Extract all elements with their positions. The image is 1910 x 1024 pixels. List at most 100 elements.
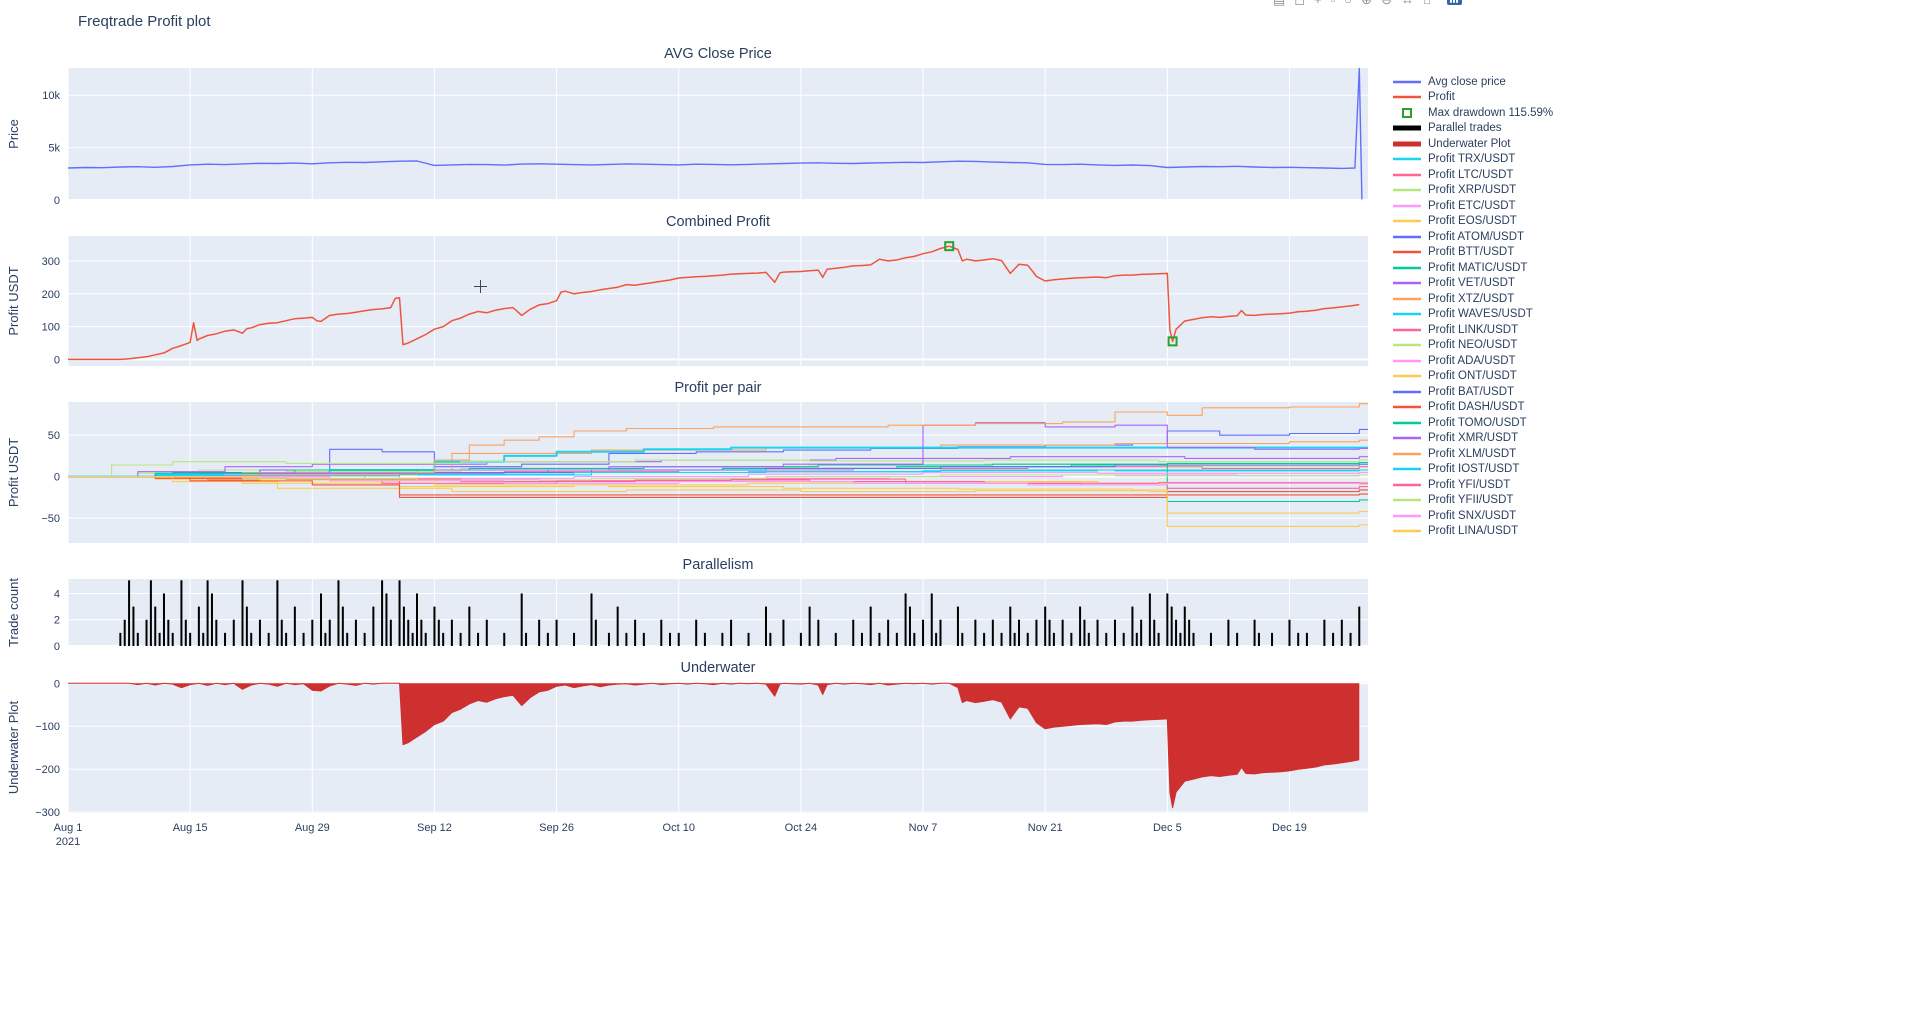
plotly-logo[interactable]	[1446, 0, 1462, 5]
trade-count-bar	[354, 619, 357, 646]
legend-item[interactable]: Profit LINK/USDT	[1392, 322, 1560, 338]
trade-count-bar	[241, 580, 244, 646]
subplot-underwater: Underwater 0 −100 −200 −300 Underwater Plot A…	[0, 660, 1390, 853]
legend-item[interactable]: Profit YFII/USDT	[1392, 493, 1560, 509]
legend-item[interactable]: Profit TOMO/USDT	[1392, 415, 1560, 431]
x-tick-label: Nov 7	[909, 822, 938, 834]
legend-label: Profit LTC/USDT	[1428, 168, 1514, 181]
trade-count-bar	[171, 632, 174, 646]
legend-label: Profit BAT/USDT	[1428, 385, 1515, 398]
combined-profit-canvas[interactable]: 0 100 200 300 Profit USDT	[0, 232, 1390, 374]
legend-label: Profit ATOM/USDT	[1428, 230, 1525, 243]
legend-swatch	[1393, 437, 1421, 440]
profit-per-pair-canvas[interactable]: −50 0 50 Profit USDT	[0, 398, 1390, 551]
legend-swatch	[1393, 141, 1421, 147]
legend-item[interactable]: Profit ADA/USDT	[1392, 353, 1560, 369]
legend-label: Profit XRP/USDT	[1428, 184, 1517, 197]
legend-item[interactable]: Parallel trades	[1392, 121, 1560, 137]
legend-item[interactable]: Profit IOST/USDT	[1392, 462, 1560, 478]
trade-count-bar	[1131, 606, 1134, 646]
trade-count-bar	[245, 606, 248, 646]
legend-item[interactable]: Profit LINA/USDT	[1392, 524, 1560, 540]
legend-item[interactable]: Profit SNX/USDT	[1392, 508, 1560, 524]
trade-count-bar	[189, 632, 192, 646]
legend-label: Profit BTT/USDT	[1428, 246, 1515, 259]
x-tick-label: Sep 26	[539, 822, 574, 834]
legend-item[interactable]: Profit ATOM/USDT	[1392, 229, 1560, 245]
legend-item[interactable]: Profit XLM/USDT	[1392, 446, 1560, 462]
trade-count-bar	[860, 632, 863, 646]
trade-count-bar	[202, 632, 205, 646]
legend-item[interactable]: Profit ONT/USDT	[1392, 369, 1560, 385]
trade-count-bar	[573, 632, 576, 646]
avg-close-price-canvas[interactable]: 0 5k 10k Price	[0, 64, 1390, 208]
trade-count-bar	[1271, 632, 1274, 646]
trade-count-bar	[293, 606, 296, 646]
trade-count-bar	[258, 619, 261, 646]
legend-item[interactable]: Underwater Plot	[1392, 136, 1560, 152]
trade-count-bar	[546, 632, 549, 646]
trade-count-bar	[834, 632, 837, 646]
underwater-area-fill	[68, 683, 1360, 808]
legend-item[interactable]: Profit VET/USDT	[1392, 276, 1560, 292]
zoom-icon[interactable]: ◻	[1293, 0, 1306, 7]
y-axis-title: Underwater Plot	[6, 701, 21, 795]
legend-swatch	[1402, 107, 1412, 118]
trade-count-bar	[1113, 619, 1116, 646]
legend-item[interactable]: Profit XRP/USDT	[1392, 183, 1560, 199]
box-select-icon[interactable]: ▫	[1330, 0, 1337, 7]
series-line	[68, 476, 1368, 484]
legend-item[interactable]: Profit BAT/USDT	[1392, 384, 1560, 400]
x-tick-label: Dec 19	[1272, 822, 1307, 834]
legend-label: Profit LINK/USDT	[1428, 323, 1519, 336]
legend-item[interactable]: Profit MATIC/USDT	[1392, 260, 1560, 276]
legend-item[interactable]: Profit XTZ/USDT	[1392, 291, 1560, 307]
legend-item[interactable]: Profit TRX/USDT	[1392, 152, 1560, 168]
zoom-in-icon[interactable]: ⊕	[1360, 0, 1373, 7]
legend-item[interactable]: Profit EOS/USDT	[1392, 214, 1560, 230]
series-line	[68, 476, 1368, 486]
y-axis-title: Trade count	[6, 578, 21, 647]
camera-icon[interactable]: ▤	[1272, 0, 1286, 7]
trade-count-bar	[128, 580, 131, 646]
autoscale-icon[interactable]: ↔	[1400, 0, 1415, 7]
legend-label: Max drawdown 115.59%	[1428, 106, 1554, 119]
trade-count-bar	[1061, 619, 1064, 646]
trade-count-bar	[184, 619, 187, 646]
pan-icon[interactable]: +	[1313, 0, 1323, 7]
legend-item[interactable]: Profit LTC/USDT	[1392, 167, 1560, 183]
legend-item[interactable]: Profit ETC/USDT	[1392, 198, 1560, 214]
trade-count-bar	[991, 619, 994, 646]
legend-swatch	[1393, 359, 1421, 362]
parallelism-canvas[interactable]: 0 2 4 Trade count	[0, 575, 1390, 654]
legend-item[interactable]: Profit YFI/USDT	[1392, 477, 1560, 493]
legend-swatch	[1393, 452, 1421, 455]
trade-count-bar	[1087, 632, 1090, 646]
trade-count-bar	[703, 632, 706, 646]
legend-item[interactable]: Profit XMR/USDT	[1392, 431, 1560, 447]
trade-count-bar	[799, 632, 802, 646]
trade-count-bar	[939, 619, 942, 646]
trade-count-bar	[215, 619, 218, 646]
legend-item[interactable]: Avg close price	[1392, 74, 1560, 90]
subplot-title: Combined Profit	[666, 214, 770, 230]
legend-swatch	[1393, 390, 1421, 393]
legend-item[interactable]: Profit NEO/USDT	[1392, 338, 1560, 354]
reset-axes-icon[interactable]: ⌂	[1422, 0, 1432, 7]
trade-count-bar	[956, 606, 959, 646]
underwater-canvas[interactable]: 0 −100 −200 −300 Underwater Plot Aug 1 2021 Aug…	[0, 678, 1390, 853]
trade-count-bar	[381, 580, 384, 646]
y-tick-label: 50	[48, 430, 60, 442]
lasso-select-icon[interactable]: ○	[1343, 0, 1353, 7]
legend-item[interactable]: Max drawdown 115.59%	[1392, 105, 1560, 121]
trade-count-bar	[485, 619, 488, 646]
legend-item[interactable]: Profit DASH/USDT	[1392, 400, 1560, 416]
trade-count-bar	[1140, 619, 1143, 646]
zoom-out-icon[interactable]: ⊖	[1380, 0, 1393, 7]
trade-count-bar	[1179, 632, 1182, 646]
legend-item[interactable]: Profit BTT/USDT	[1392, 245, 1560, 261]
legend-item[interactable]: Profit	[1392, 90, 1560, 106]
legend-item[interactable]: Profit WAVES/USDT	[1392, 307, 1560, 323]
trade-count-bar	[1044, 606, 1047, 646]
trade-count-bar	[930, 593, 933, 646]
